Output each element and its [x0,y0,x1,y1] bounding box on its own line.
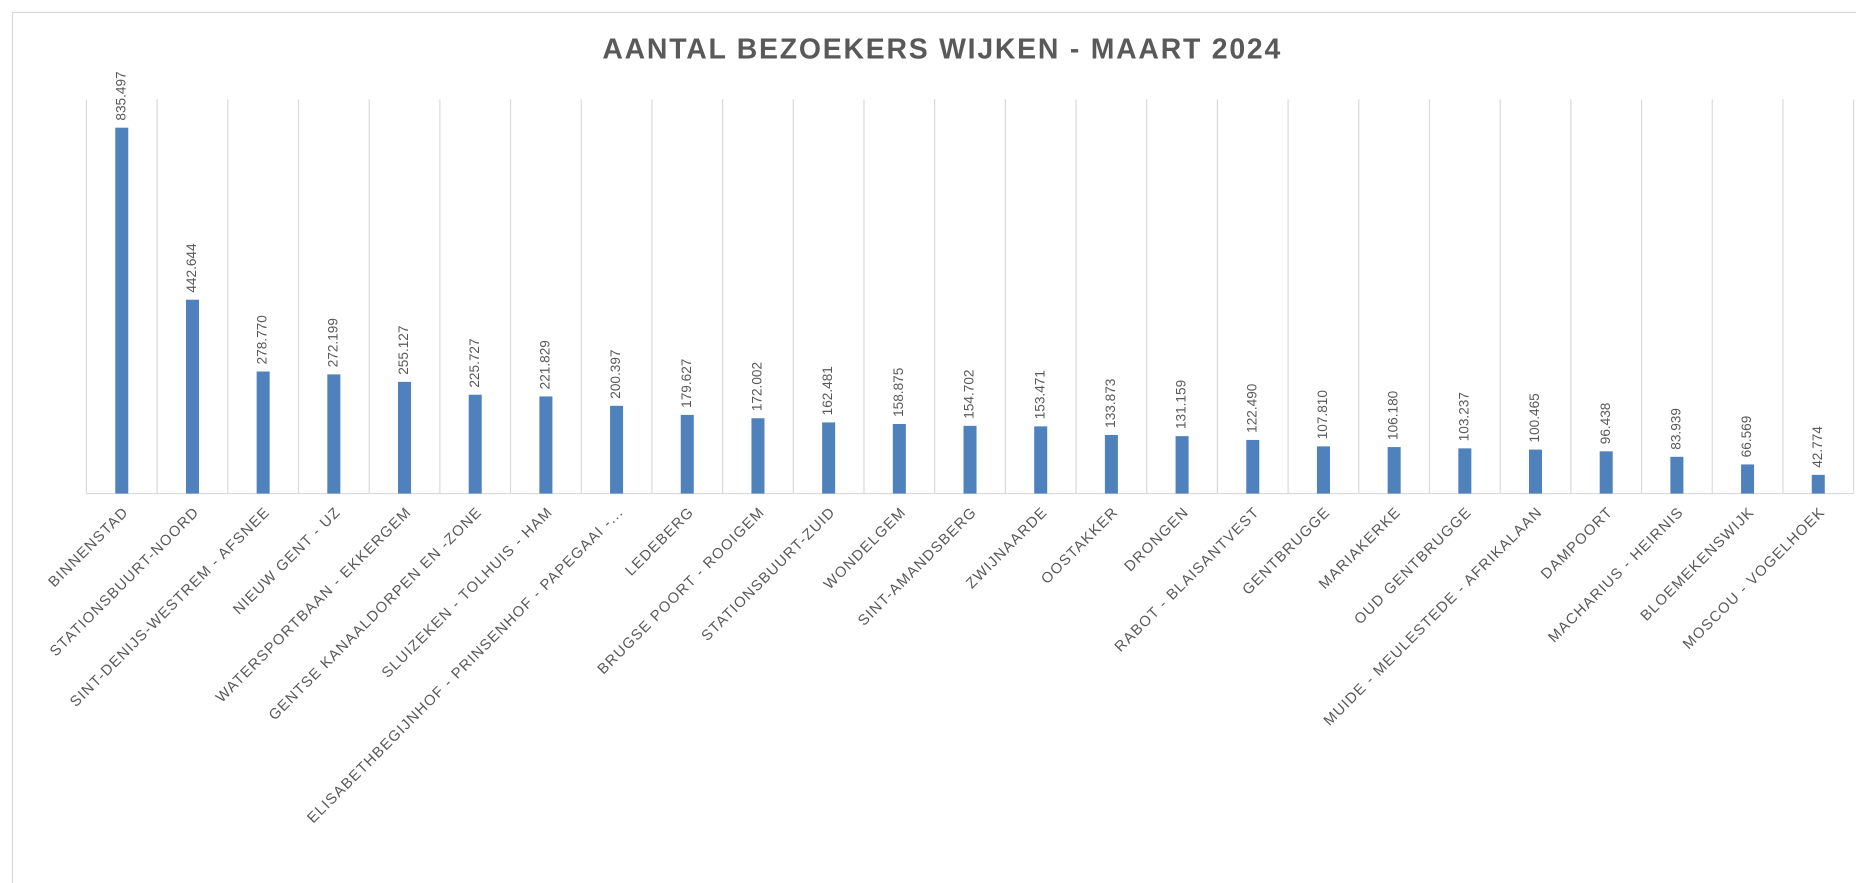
data-label: 107.810 [1315,390,1330,440]
data-label: 200.397 [608,350,623,399]
chart-title: AANTAL BEZOEKERS WIJKEN - MAART 2024 [602,33,1282,65]
bar [1529,449,1543,494]
data-label: 42.774 [1810,426,1825,468]
data-label: 106.180 [1386,390,1401,440]
data-label: 103.237 [1456,392,1471,441]
bar [1811,474,1825,494]
bar [256,371,270,494]
bar [1175,436,1189,494]
bar [115,127,129,494]
data-label: 255.127 [396,326,411,375]
bar [1599,451,1613,494]
bar [1316,446,1330,494]
data-label: 162.481 [820,366,835,415]
bar [1104,434,1118,494]
bar [610,405,624,494]
bar [539,396,553,494]
bar [822,422,836,494]
bar [680,414,694,494]
data-label: 172.002 [750,362,765,411]
bar [1246,439,1260,494]
bar [185,299,199,494]
data-label: 133.873 [1103,379,1118,428]
data-label: 442.644 [184,243,199,293]
bar [892,424,906,494]
data-label: 179.627 [679,359,694,408]
data-label: 158.875 [891,368,906,417]
bar [1458,448,1472,494]
data-label: 272.199 [325,318,340,367]
data-label: 122.490 [1244,383,1259,433]
bar [327,374,341,494]
data-label: 131.159 [1174,380,1189,429]
data-label: 66.569 [1739,416,1754,458]
bar [1387,447,1401,494]
data-label: 100.465 [1527,393,1542,442]
data-label: 835.497 [113,71,128,120]
bar [751,418,765,494]
data-label: 96.438 [1598,403,1613,445]
bar [1741,464,1755,494]
bar [1670,456,1684,494]
bar [963,425,977,494]
data-label: 278.770 [255,315,270,365]
bar [398,381,412,494]
bar [468,394,482,494]
data-label: 153.471 [1032,370,1047,419]
data-label: 154.702 [962,370,977,419]
data-label: 221.829 [537,340,552,389]
bar [1034,426,1048,494]
data-label: 225.727 [467,338,482,387]
data-label: 83.939 [1668,408,1683,450]
